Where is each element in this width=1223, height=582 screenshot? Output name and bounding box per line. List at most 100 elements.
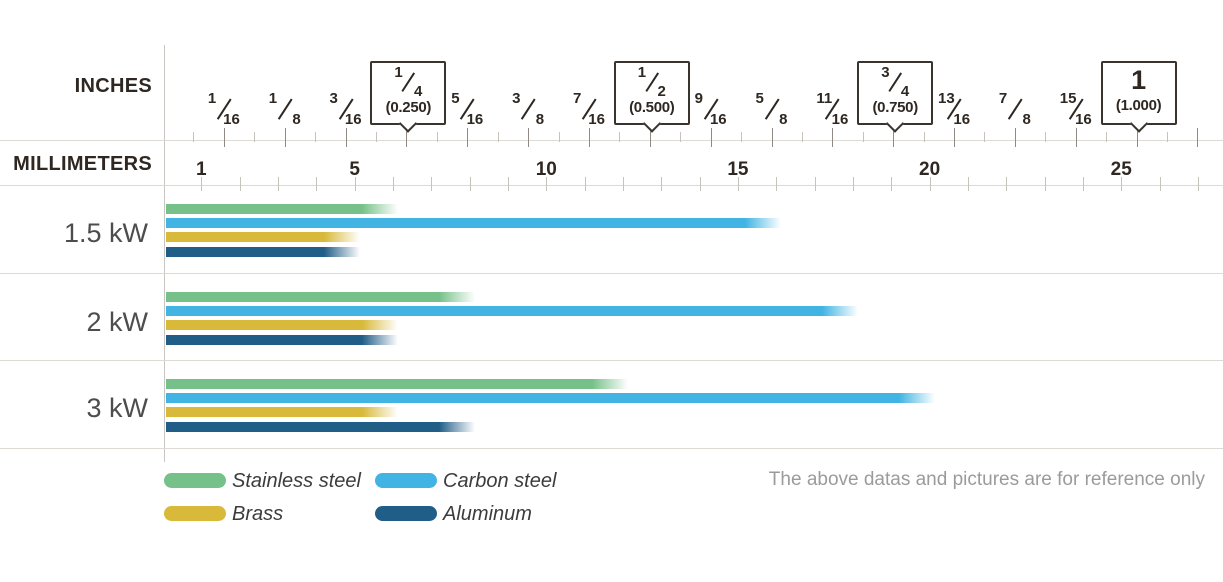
inch-callout-value: 1: [1131, 65, 1147, 95]
separator-line: [0, 448, 1223, 449]
inch-tick: [984, 132, 986, 142]
inch-tick: [1075, 128, 1077, 147]
mm-tick: [316, 177, 318, 191]
inch-tick: [223, 128, 225, 147]
mm-tick-label: 10: [535, 159, 557, 180]
inch-tick: [832, 128, 834, 147]
inch-fraction-label: 13 16: [934, 91, 974, 127]
bar-stainless-steel-3-kw: [166, 379, 628, 389]
fraction-denominator: 8: [535, 111, 545, 128]
inch-tick: [315, 132, 317, 142]
mm-tick: [699, 177, 701, 191]
fraction-denominator: 16: [344, 111, 362, 128]
bar-brass-1-5-kw: [166, 232, 360, 243]
mm-tick: [1006, 177, 1008, 191]
mm-tick: [1159, 177, 1161, 191]
bar-aluminum-2-kw: [166, 334, 398, 345]
inch-tick: [375, 132, 377, 142]
fraction-slash-icon: [888, 72, 902, 92]
fraction-numerator: 9: [694, 90, 703, 107]
bar-aluminum-1-5-kw: [166, 246, 360, 257]
inch-tick: [710, 128, 712, 147]
mm-tick: [584, 177, 586, 191]
mm-tick-label: 5: [349, 159, 360, 180]
inch-tick: [467, 128, 469, 147]
mm-tick: [507, 177, 509, 191]
fraction-denominator: 16: [831, 111, 849, 128]
fraction-numerator: 15: [1059, 90, 1077, 107]
fraction-denominator: 4: [414, 83, 423, 100]
fraction-slash-icon: [401, 72, 416, 92]
legend-label-aluminum: Aluminum: [443, 503, 532, 525]
inch-fraction-label: 9 16: [691, 91, 731, 127]
fraction-denominator: 4: [900, 83, 910, 100]
inch-callout-decimal: (0.750): [872, 99, 918, 116]
inch-fraction-label: 1 16: [204, 91, 244, 127]
fraction-denominator: 16: [953, 111, 971, 128]
inch-tick: [558, 132, 560, 142]
inch-fraction-label: 7 16: [569, 91, 609, 127]
inch-tick: [528, 128, 530, 147]
mm-tick-label: 15: [727, 159, 749, 180]
fraction-slash-icon: [277, 98, 292, 120]
inch-fraction-label: 15 16: [1056, 91, 1096, 127]
mm-tick: [622, 177, 624, 191]
inch-fraction-label: 3 16: [326, 91, 366, 127]
legend-swatch-carbon-steel: [375, 473, 437, 488]
legend-label-stainless-steel: Stainless steel: [232, 470, 361, 492]
mm-tick: [277, 177, 279, 191]
mm-tick: [852, 177, 854, 191]
fraction-slash-icon: [1007, 98, 1023, 120]
inch-tick: [1197, 128, 1199, 147]
separator-line: [0, 140, 1223, 141]
legend-label-brass: Brass: [232, 503, 284, 525]
inch-fraction-label: 11 16: [812, 91, 852, 127]
fraction-slash-icon: [764, 98, 779, 120]
inch-tick: [893, 128, 895, 147]
mm-tick: [431, 177, 433, 191]
fraction-numerator: 1: [637, 64, 647, 81]
bar-stainless-steel-1-5-kw: [166, 204, 398, 214]
bar-stainless-steel-2-kw: [166, 292, 475, 302]
separator-line: [0, 360, 1223, 361]
fraction-denominator: 8: [1022, 111, 1031, 128]
mm-tick: [354, 177, 356, 191]
bar-brass-3-kw: [166, 407, 398, 418]
mm-tick: [469, 177, 471, 191]
inch-callout-decimal: (1.000): [1115, 97, 1162, 114]
inches-ruler-label: INCHES: [74, 75, 152, 97]
bar-carbon-steel-3-kw: [166, 393, 935, 404]
reference-note: The above datas and pictures are for ref…: [768, 469, 1205, 490]
inch-callout-decimal: (0.500): [629, 99, 675, 116]
row-label-1-5-kw: 1.5 kW: [63, 218, 148, 248]
inch-tick: [649, 128, 651, 147]
inch-tick: [436, 132, 438, 142]
mm-tick: [1197, 177, 1199, 191]
inch-tick: [771, 128, 773, 147]
inch-callout-1-4: 1 4 (0.250): [370, 61, 447, 125]
inch-tick: [801, 132, 803, 142]
fraction-denominator: 16: [588, 111, 605, 128]
fraction-numerator: 3: [881, 64, 890, 81]
inch-fraction-label: 5 16: [447, 91, 487, 127]
fraction-numerator: 5: [755, 90, 764, 107]
mm-tick-label: 20: [919, 159, 941, 180]
fraction-numerator: 3: [329, 90, 338, 107]
legend-label-carbon-steel: Carbon steel: [443, 470, 557, 492]
bar-carbon-steel-2-kw: [166, 306, 858, 317]
inch-tick: [1136, 128, 1138, 147]
mm-tick: [929, 177, 931, 191]
inch-tick: [406, 128, 408, 147]
fraction-slash-icon: [645, 72, 659, 92]
inch-tick: [862, 132, 864, 142]
inch-callout-1: 1 (1.000): [1100, 61, 1177, 125]
inch-tick: [284, 128, 286, 147]
mm-tick-label: 1: [196, 159, 207, 180]
